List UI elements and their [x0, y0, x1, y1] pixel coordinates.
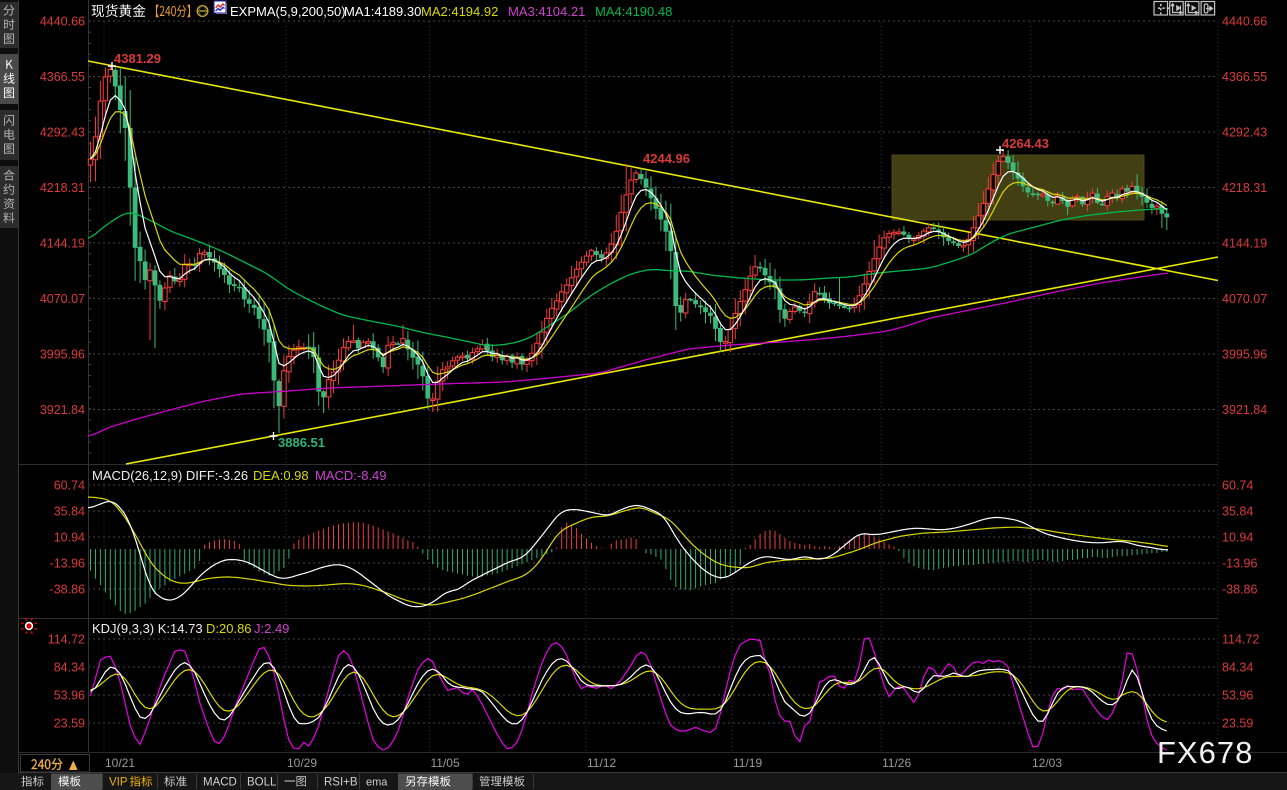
svg-text:23.59: 23.59 [1222, 717, 1253, 731]
svg-text:MA2:4194.92: MA2:4194.92 [421, 4, 498, 19]
svg-text:60.74: 60.74 [1222, 479, 1253, 493]
svg-text:84.34: 84.34 [1222, 661, 1253, 675]
svg-text:-13.96: -13.96 [1222, 557, 1257, 571]
svg-text:KDJ(9,3,3) K:14.73: KDJ(9,3,3) K:14.73 [92, 621, 203, 636]
svg-text:MA1:4189.30: MA1:4189.30 [344, 4, 421, 19]
svg-text:3921.84: 3921.84 [1222, 403, 1267, 417]
svg-text:4070.07: 4070.07 [40, 292, 85, 306]
svg-text:4366.55: 4366.55 [40, 70, 85, 84]
svg-text:4366.55: 4366.55 [1222, 70, 1267, 84]
svg-text:RSI+B: RSI+B [324, 777, 358, 789]
svg-text:4440.66: 4440.66 [1222, 15, 1267, 29]
svg-text:3995.96: 3995.96 [1222, 348, 1267, 362]
svg-text:BOLL: BOLL [247, 777, 277, 789]
svg-text:4292.43: 4292.43 [40, 126, 85, 140]
svg-text:-38.86: -38.86 [1222, 583, 1257, 597]
svg-text:MACD:-8.49: MACD:-8.49 [315, 468, 387, 483]
svg-text:J:2.49: J:2.49 [254, 621, 289, 636]
svg-text:84.34: 84.34 [54, 661, 85, 675]
svg-text:10/21: 10/21 [105, 756, 135, 770]
svg-text:4292.43: 4292.43 [1222, 126, 1267, 140]
svg-text:4264.43: 4264.43 [1002, 136, 1049, 151]
svg-text:4440.66: 4440.66 [40, 15, 85, 29]
svg-text:10.94: 10.94 [54, 531, 85, 545]
svg-text:4070.07: 4070.07 [1222, 292, 1267, 306]
svg-text:11/05: 11/05 [431, 756, 460, 770]
svg-text:-38.86: -38.86 [50, 583, 85, 597]
svg-text:4144.19: 4144.19 [40, 237, 85, 251]
svg-text:VIP: VIP [109, 777, 128, 789]
svg-text:4244.96: 4244.96 [643, 151, 690, 166]
svg-text:4218.31: 4218.31 [1222, 181, 1267, 195]
svg-text:3995.96: 3995.96 [40, 348, 85, 362]
svg-text:4218.31: 4218.31 [40, 181, 85, 195]
svg-text:DEA:0.98: DEA:0.98 [253, 468, 309, 483]
svg-text:MACD: MACD [203, 777, 237, 789]
svg-text:D:20.86: D:20.86 [206, 621, 252, 636]
svg-text:3921.84: 3921.84 [40, 403, 85, 417]
svg-text:-13.96: -13.96 [50, 557, 85, 571]
svg-text:114.72: 114.72 [48, 633, 85, 647]
svg-text:60.74: 60.74 [54, 479, 85, 493]
svg-text:EXPMA(5,9,200,50): EXPMA(5,9,200,50) [230, 4, 346, 19]
svg-text:MA3:4104.21: MA3:4104.21 [508, 4, 585, 19]
svg-text:114.72: 114.72 [1222, 633, 1259, 647]
svg-text:12/03: 12/03 [1032, 756, 1062, 770]
svg-text:4381.29: 4381.29 [114, 51, 161, 66]
svg-text:ema: ema [366, 777, 388, 789]
svg-text:FX678: FX678 [1157, 735, 1253, 770]
svg-text:11/12: 11/12 [587, 756, 616, 770]
svg-text:11/26: 11/26 [882, 756, 911, 770]
svg-text:MACD(26,12,9) DIFF:-3.26: MACD(26,12,9) DIFF:-3.26 [92, 468, 248, 483]
svg-text:35.84: 35.84 [1222, 505, 1253, 519]
svg-text:53.96: 53.96 [54, 689, 85, 703]
svg-text:11/19: 11/19 [733, 756, 762, 770]
svg-text:10.94: 10.94 [1222, 531, 1253, 545]
svg-text:4144.19: 4144.19 [1222, 237, 1267, 251]
svg-text:53.96: 53.96 [1222, 689, 1253, 703]
svg-text:MA4:4190.48: MA4:4190.48 [595, 4, 672, 19]
svg-text:35.84: 35.84 [54, 505, 85, 519]
svg-text:23.59: 23.59 [54, 717, 85, 731]
svg-text:3886.51: 3886.51 [278, 435, 325, 450]
svg-text:10/29: 10/29 [287, 756, 317, 770]
